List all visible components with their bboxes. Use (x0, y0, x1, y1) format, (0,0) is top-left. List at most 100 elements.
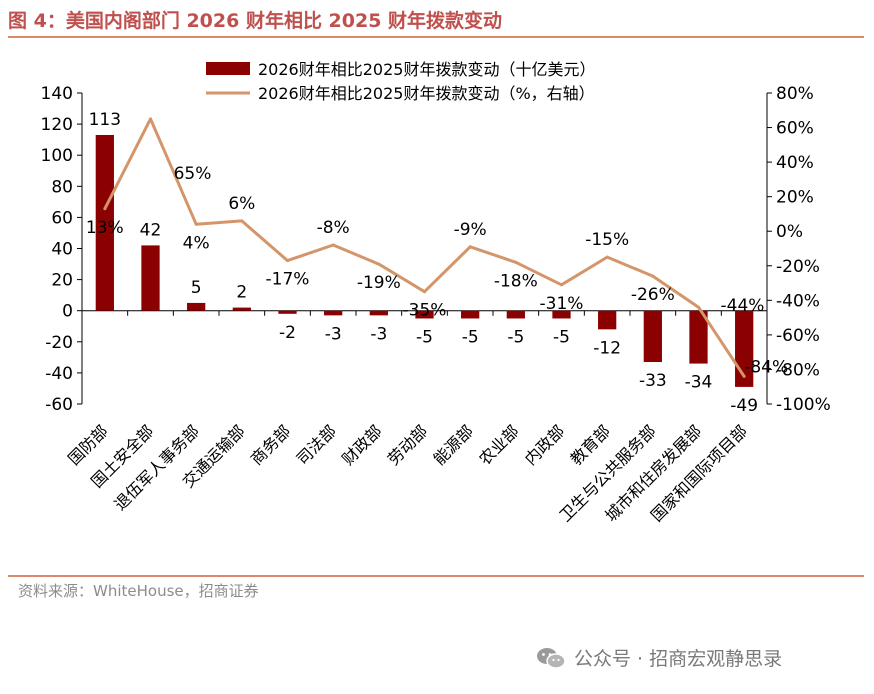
y-right-tick-label: 40% (776, 153, 814, 173)
y-right-tick-label: -20% (776, 257, 820, 277)
line-point (240, 219, 244, 223)
x-tick-label: 内政部 (521, 421, 568, 468)
y-left-tick-label: -20 (45, 333, 73, 353)
bar-value-label: 5 (191, 278, 202, 298)
title-divider (8, 36, 864, 38)
line-point (286, 259, 289, 263)
line-point (742, 374, 746, 378)
y-left-tick-label: 0 (62, 302, 73, 322)
line-value-label: 4% (183, 233, 210, 253)
line-value-label: 6% (228, 194, 255, 214)
y-right-tick-label: 60% (776, 119, 814, 139)
line-value-label: -31% (540, 294, 584, 314)
line-point (423, 290, 426, 294)
watermark: 公众号 · 招商宏观静思录 (536, 644, 782, 671)
line-point (377, 262, 381, 266)
bar (506, 310, 525, 319)
bar-value-label: 113 (89, 110, 121, 130)
y-left-tick-label: 80 (51, 177, 73, 197)
bar (141, 245, 160, 311)
bar-value-label: -49 (730, 396, 758, 416)
bar-series (95, 134, 754, 387)
y-left-tick-label: 120 (41, 115, 73, 135)
x-tick-label: 能源部 (430, 421, 477, 468)
y-left-tick-label: 40 (51, 240, 73, 260)
bar-value-label: 42 (140, 220, 162, 240)
bar (278, 310, 297, 314)
line-value-label: -35% (403, 301, 447, 321)
x-tick-label: 司法部 (293, 421, 340, 468)
x-tick-label: 劳动部 (384, 421, 431, 468)
x-tick-label: 农业部 (475, 421, 522, 468)
y-left-tick-label: -60 (45, 395, 73, 415)
bar-value-label: -5 (507, 327, 524, 347)
figure-title: 图 4：美国内阁部门 2026 财年相比 2025 财年拨款变动 (8, 10, 503, 32)
line-value-label: -44% (721, 296, 765, 316)
bar (461, 310, 480, 319)
y-right-tick-label: -80% (776, 360, 820, 380)
bar-value-label: -12 (593, 338, 621, 358)
line-value-label: 65% (174, 164, 212, 184)
y-left-tick-label: 140 (41, 84, 73, 104)
line-value-label: -26% (631, 285, 675, 305)
source-note: 资料来源：WhiteHouse，招商证券 (18, 582, 259, 600)
y-right-tick-label: -40% (776, 291, 820, 311)
bar (187, 302, 206, 311)
combo-chart: -60 -40 -20 0 20 40 60 80 100 120 140 -100% -80% -60%… (41, 60, 831, 525)
bar-value-label: -3 (370, 324, 387, 344)
bar-value-label: -33 (639, 371, 667, 391)
line-point (560, 283, 563, 287)
line-value-label: -84% (744, 357, 788, 377)
line-point (605, 255, 609, 259)
y-right-tick-label: -60% (776, 326, 820, 346)
line-series (103, 117, 746, 378)
line-point (697, 305, 700, 309)
y-right-tick-label: 20% (776, 188, 814, 208)
bar (415, 310, 434, 319)
y-right-tick-label: -100% (776, 395, 831, 415)
bar (95, 134, 114, 311)
bar-value-label: -5 (416, 327, 433, 347)
line-value-label: -17% (266, 270, 310, 290)
bar (598, 310, 617, 330)
bar (643, 310, 662, 363)
line-value-label: -18% (494, 271, 538, 291)
line-value-label: -9% (454, 220, 487, 240)
chart-legend: 2026财年相比2025财年拨款变动（十亿美元） 2026财年相比2025财年拨款… (206, 60, 595, 103)
bar (324, 310, 343, 316)
y-left-tick-label: 60 (51, 208, 73, 228)
y-left-tick-label: 100 (41, 146, 73, 166)
bar-value-label: -5 (462, 327, 479, 347)
line-point (194, 222, 198, 226)
bar-value-label: -34 (685, 373, 713, 393)
line-value-label: 13% (86, 218, 124, 238)
legend-bar-label: 2026财年相比2025财年拨款变动（十亿美元） (258, 60, 595, 79)
y-right-tick-label: 0% (776, 222, 803, 242)
x-tick-label: 商务部 (247, 421, 294, 468)
data-labels: 113 42 5 2 -2 -3 -3 -5 -5 -5 -5 -12 -33 -34 -49 13% 65% 4… (86, 110, 788, 416)
bar (369, 310, 388, 316)
line-point (514, 260, 518, 264)
bar (689, 310, 708, 364)
line-value-label: -15% (585, 230, 629, 250)
line-value-label: -19% (357, 273, 401, 293)
bar-value-label: 2 (236, 283, 247, 303)
x-tick-label: 财政部 (338, 421, 385, 468)
y-left-tick-label: -40 (45, 364, 73, 384)
bar-value-label: -2 (279, 323, 296, 343)
line-value-label: -8% (317, 218, 350, 238)
source-divider (8, 575, 864, 577)
bar (232, 307, 251, 311)
bar (552, 310, 571, 319)
line-point (103, 207, 107, 211)
watermark-text: 公众号 · 招商宏观静思录 (574, 648, 783, 670)
legend-line-label: 2026财年相比2025财年拨款变动（%，右轴） (258, 84, 595, 103)
bar-value-label: -3 (325, 324, 342, 344)
line-point (468, 245, 472, 249)
y-left-tick-label: 20 (51, 271, 73, 291)
line-point (651, 274, 655, 278)
wechat-icon (537, 647, 566, 669)
y-right-tick-label: 80% (776, 84, 814, 104)
line-point (331, 243, 335, 247)
line-point (149, 117, 152, 121)
